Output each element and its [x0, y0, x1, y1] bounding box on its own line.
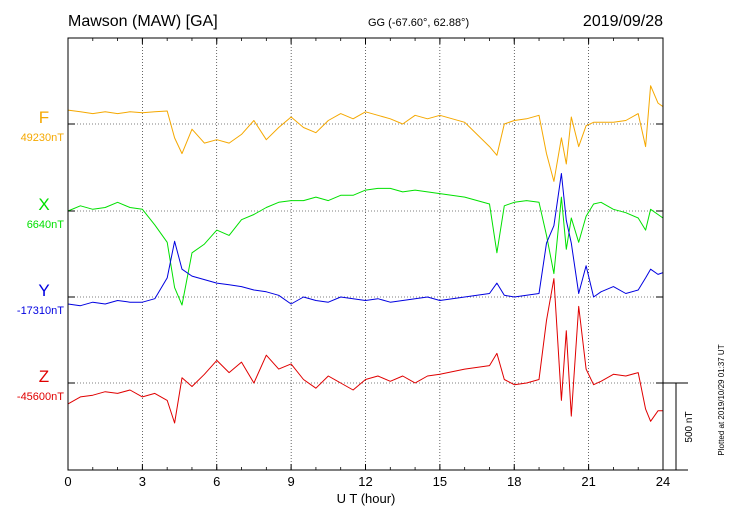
x-tick-label: 15: [433, 474, 447, 489]
series-baseline-y: -17310nT: [17, 305, 64, 317]
series-name-x: X: [38, 195, 49, 214]
x-tick-label: 0: [64, 474, 71, 489]
coordinates-label: GG (-67.60°, 62.88°): [368, 17, 469, 29]
series-line-z: [67, 278, 663, 424]
x-tick-label: 24: [656, 474, 670, 489]
series-baseline-z: -45600nT: [17, 391, 64, 403]
x-tick-label: 3: [139, 474, 146, 489]
x-tick-label: 12: [358, 474, 372, 489]
grid: [142, 38, 589, 470]
x-tick-label: 21: [581, 474, 595, 489]
series-name-z: Z: [39, 367, 49, 386]
series-name-y: Y: [38, 281, 49, 300]
series-baseline-x: 6640nT: [27, 219, 65, 231]
series-line-x: [67, 187, 664, 306]
x-tick-label: 6: [213, 474, 220, 489]
scale-bar-label: 500 nT: [684, 411, 695, 442]
series-lines: [67, 85, 664, 424]
date-label: 2019/09/28: [583, 13, 663, 30]
series-baselines: [68, 123, 663, 384]
x-tick-label: 18: [507, 474, 521, 489]
series-line-y: [67, 173, 664, 307]
x-tick-label: 9: [288, 474, 295, 489]
series-name-f: F: [39, 108, 49, 127]
series-line-f: [67, 85, 664, 182]
series-baseline-f: 49230nT: [21, 132, 65, 144]
x-axis-ticks: 0 3 6 9 12 15 18 21 24: [64, 38, 670, 489]
plotted-timestamp: Plotted at 2019/10/29 01:37 UT: [717, 344, 726, 455]
scale-bar: 500 nT: [663, 382, 695, 471]
x-axis-label: U T (hour): [337, 491, 396, 506]
station-title: Mawson (MAW) [GA]: [68, 13, 218, 30]
series-labels: F 49230nT X 6640nT Y -17310nT Z -45600nT: [17, 108, 663, 403]
